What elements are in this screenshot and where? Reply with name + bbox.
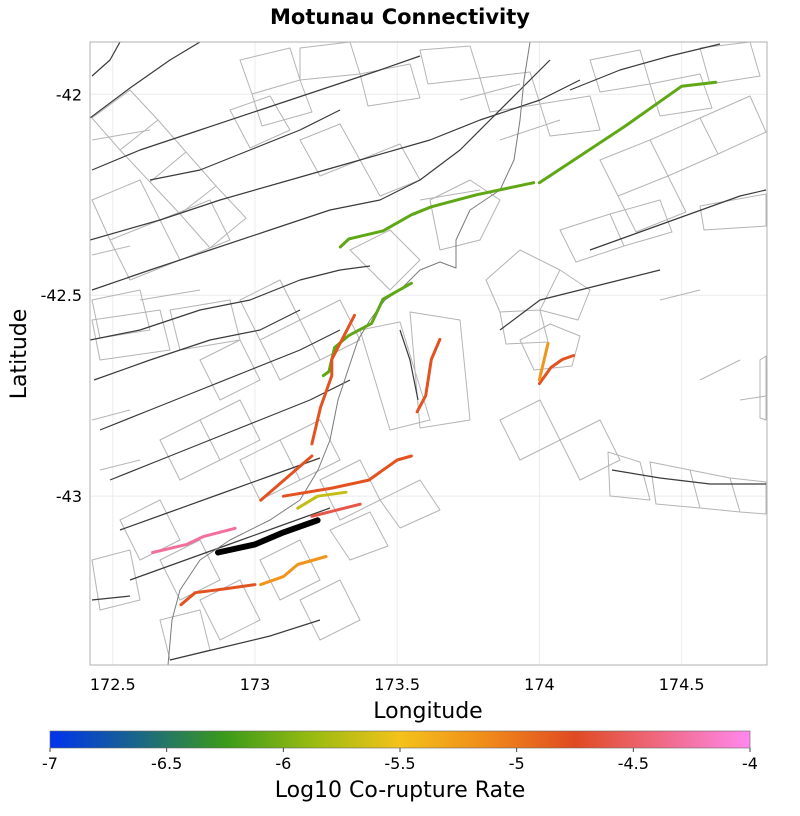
co-rupture-section-line xyxy=(321,281,413,378)
x-axis-ticks: 172.5 173 173.5 174 174.5 xyxy=(90,675,705,694)
co-rupture-section-line xyxy=(338,181,536,249)
x-tick-label: 173.5 xyxy=(374,675,420,694)
co-rupture-section-line xyxy=(310,313,356,446)
co-rupture-section-line xyxy=(415,337,442,414)
plot-area xyxy=(90,42,767,665)
co-rupture-section-line xyxy=(259,555,328,587)
x-tick-label: 174 xyxy=(524,675,555,694)
y-tick-label: -43 xyxy=(56,487,82,506)
co-rupture-section-line xyxy=(537,354,576,386)
co-rupture-section-line xyxy=(537,80,718,185)
co-rupture-section-line xyxy=(179,583,257,607)
y-axis-ticks: -42 -42.5 -43 xyxy=(41,85,82,506)
x-tick-label: 174.5 xyxy=(659,675,705,694)
colorbar xyxy=(49,730,751,749)
x-tick-label: 173 xyxy=(240,675,271,694)
colorbar-tick-label: -7 xyxy=(42,754,58,773)
colorbar-tick-label: -5.5 xyxy=(384,754,415,773)
colorbar-tick-label: -4 xyxy=(742,754,758,773)
y-tick-label: -42 xyxy=(56,85,82,104)
colorbar-tick-label: -6 xyxy=(275,754,291,773)
colorbar-label: Log10 Co-rupture Rate xyxy=(275,778,526,803)
co-rupture-section-line xyxy=(310,502,362,518)
colorbar-tick-label: -6.5 xyxy=(151,754,182,773)
co-rupture-section-line xyxy=(281,454,413,498)
co-rupture-section-line xyxy=(296,490,348,510)
chart-title: Motunau Connectivity xyxy=(270,5,530,29)
co-rupture-sections xyxy=(151,80,718,607)
colorbar-tick-label: -5 xyxy=(509,754,525,773)
x-axis-label: Longitude xyxy=(373,699,482,724)
background-faults xyxy=(90,42,767,665)
co-rupture-section-line xyxy=(259,454,314,502)
y-tick-label: -42.5 xyxy=(41,286,82,305)
colorbar-ticks: -7 -6.5 -6 -5.5 -5 -4.5 -4 xyxy=(42,748,758,773)
co-rupture-section-line xyxy=(151,526,237,554)
plot-frame xyxy=(89,41,768,666)
y-axis-label: Latitude xyxy=(7,309,32,400)
selected-section-line xyxy=(215,517,321,556)
selected-section-layer xyxy=(215,517,321,556)
x-tick-label: 172.5 xyxy=(90,675,136,694)
co-rupture-section-line xyxy=(537,342,550,382)
colorbar-tick-label: -4.5 xyxy=(618,754,649,773)
